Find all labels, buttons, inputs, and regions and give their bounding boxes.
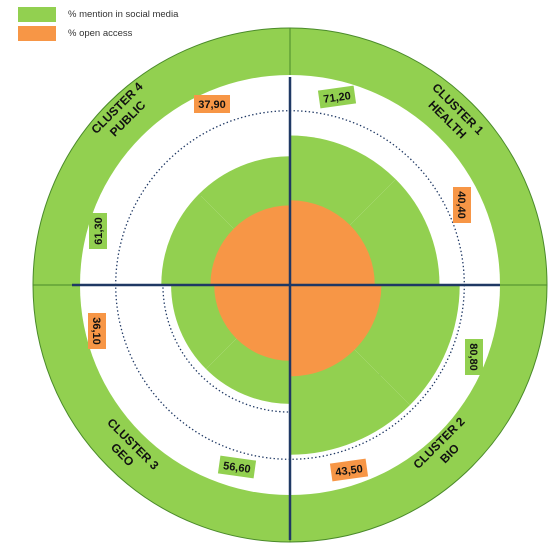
tag-open-cluster-1: 40,40 bbox=[453, 187, 471, 223]
tag-social-cluster-1: 71,20 bbox=[317, 85, 357, 109]
tag-open-cluster-3: 36,10 bbox=[88, 313, 106, 349]
tag-open-cluster-3-box bbox=[88, 313, 106, 349]
wedge-open-cluster-1 bbox=[290, 200, 375, 285]
legend-item-open: % open access bbox=[18, 25, 178, 42]
tag-social-cluster-1-box bbox=[317, 85, 357, 109]
legend-swatch-open bbox=[18, 26, 56, 41]
wedge-open-cluster-3 bbox=[214, 285, 290, 361]
axes bbox=[72, 77, 500, 540]
wedge-open-cluster-4 bbox=[210, 205, 290, 285]
tag-social-cluster-2-box bbox=[465, 339, 483, 375]
wedges bbox=[161, 135, 460, 455]
value-tags: 71,20 40,40 80,80 43,50 56,60 36,10 61,30 37,90 bbox=[88, 85, 483, 482]
tag-social-cluster-4-text: 61,30 bbox=[93, 217, 105, 245]
tag-open-cluster-4-box bbox=[194, 95, 230, 113]
tag-social-cluster-1-text: 71,20 bbox=[323, 90, 352, 106]
tag-social-cluster-2-text: 80,80 bbox=[467, 343, 479, 371]
tag-social-cluster-3-text: 56,60 bbox=[222, 460, 251, 476]
legend-label-open: % open access bbox=[68, 28, 133, 39]
legend-swatch-social bbox=[18, 7, 56, 22]
tag-open-cluster-2-box bbox=[329, 458, 369, 482]
tag-open-cluster-2: 43,50 bbox=[329, 458, 369, 482]
tag-social-cluster-3-box bbox=[217, 455, 257, 479]
legend-label-social: % mention in social media bbox=[68, 9, 179, 20]
wedge-open-cluster-2 bbox=[290, 285, 382, 377]
tag-open-cluster-1-box bbox=[453, 187, 471, 223]
tag-social-cluster-4: 61,30 bbox=[89, 213, 107, 249]
legend: % mention in social media % open access bbox=[18, 6, 178, 44]
tag-open-cluster-3-text: 36,10 bbox=[90, 317, 102, 345]
tag-social-cluster-2: 80,80 bbox=[465, 339, 483, 375]
legend-item-social: % mention in social media bbox=[18, 6, 178, 23]
tag-open-cluster-4-text: 37,90 bbox=[198, 99, 226, 111]
tag-open-cluster-1-text: 40,40 bbox=[455, 191, 467, 219]
tag-open-cluster-4: 37,90 bbox=[194, 95, 230, 113]
tag-social-cluster-3: 56,60 bbox=[217, 455, 257, 479]
tag-open-cluster-2-text: 43,50 bbox=[335, 463, 364, 479]
tag-social-cluster-4-box bbox=[89, 213, 107, 249]
